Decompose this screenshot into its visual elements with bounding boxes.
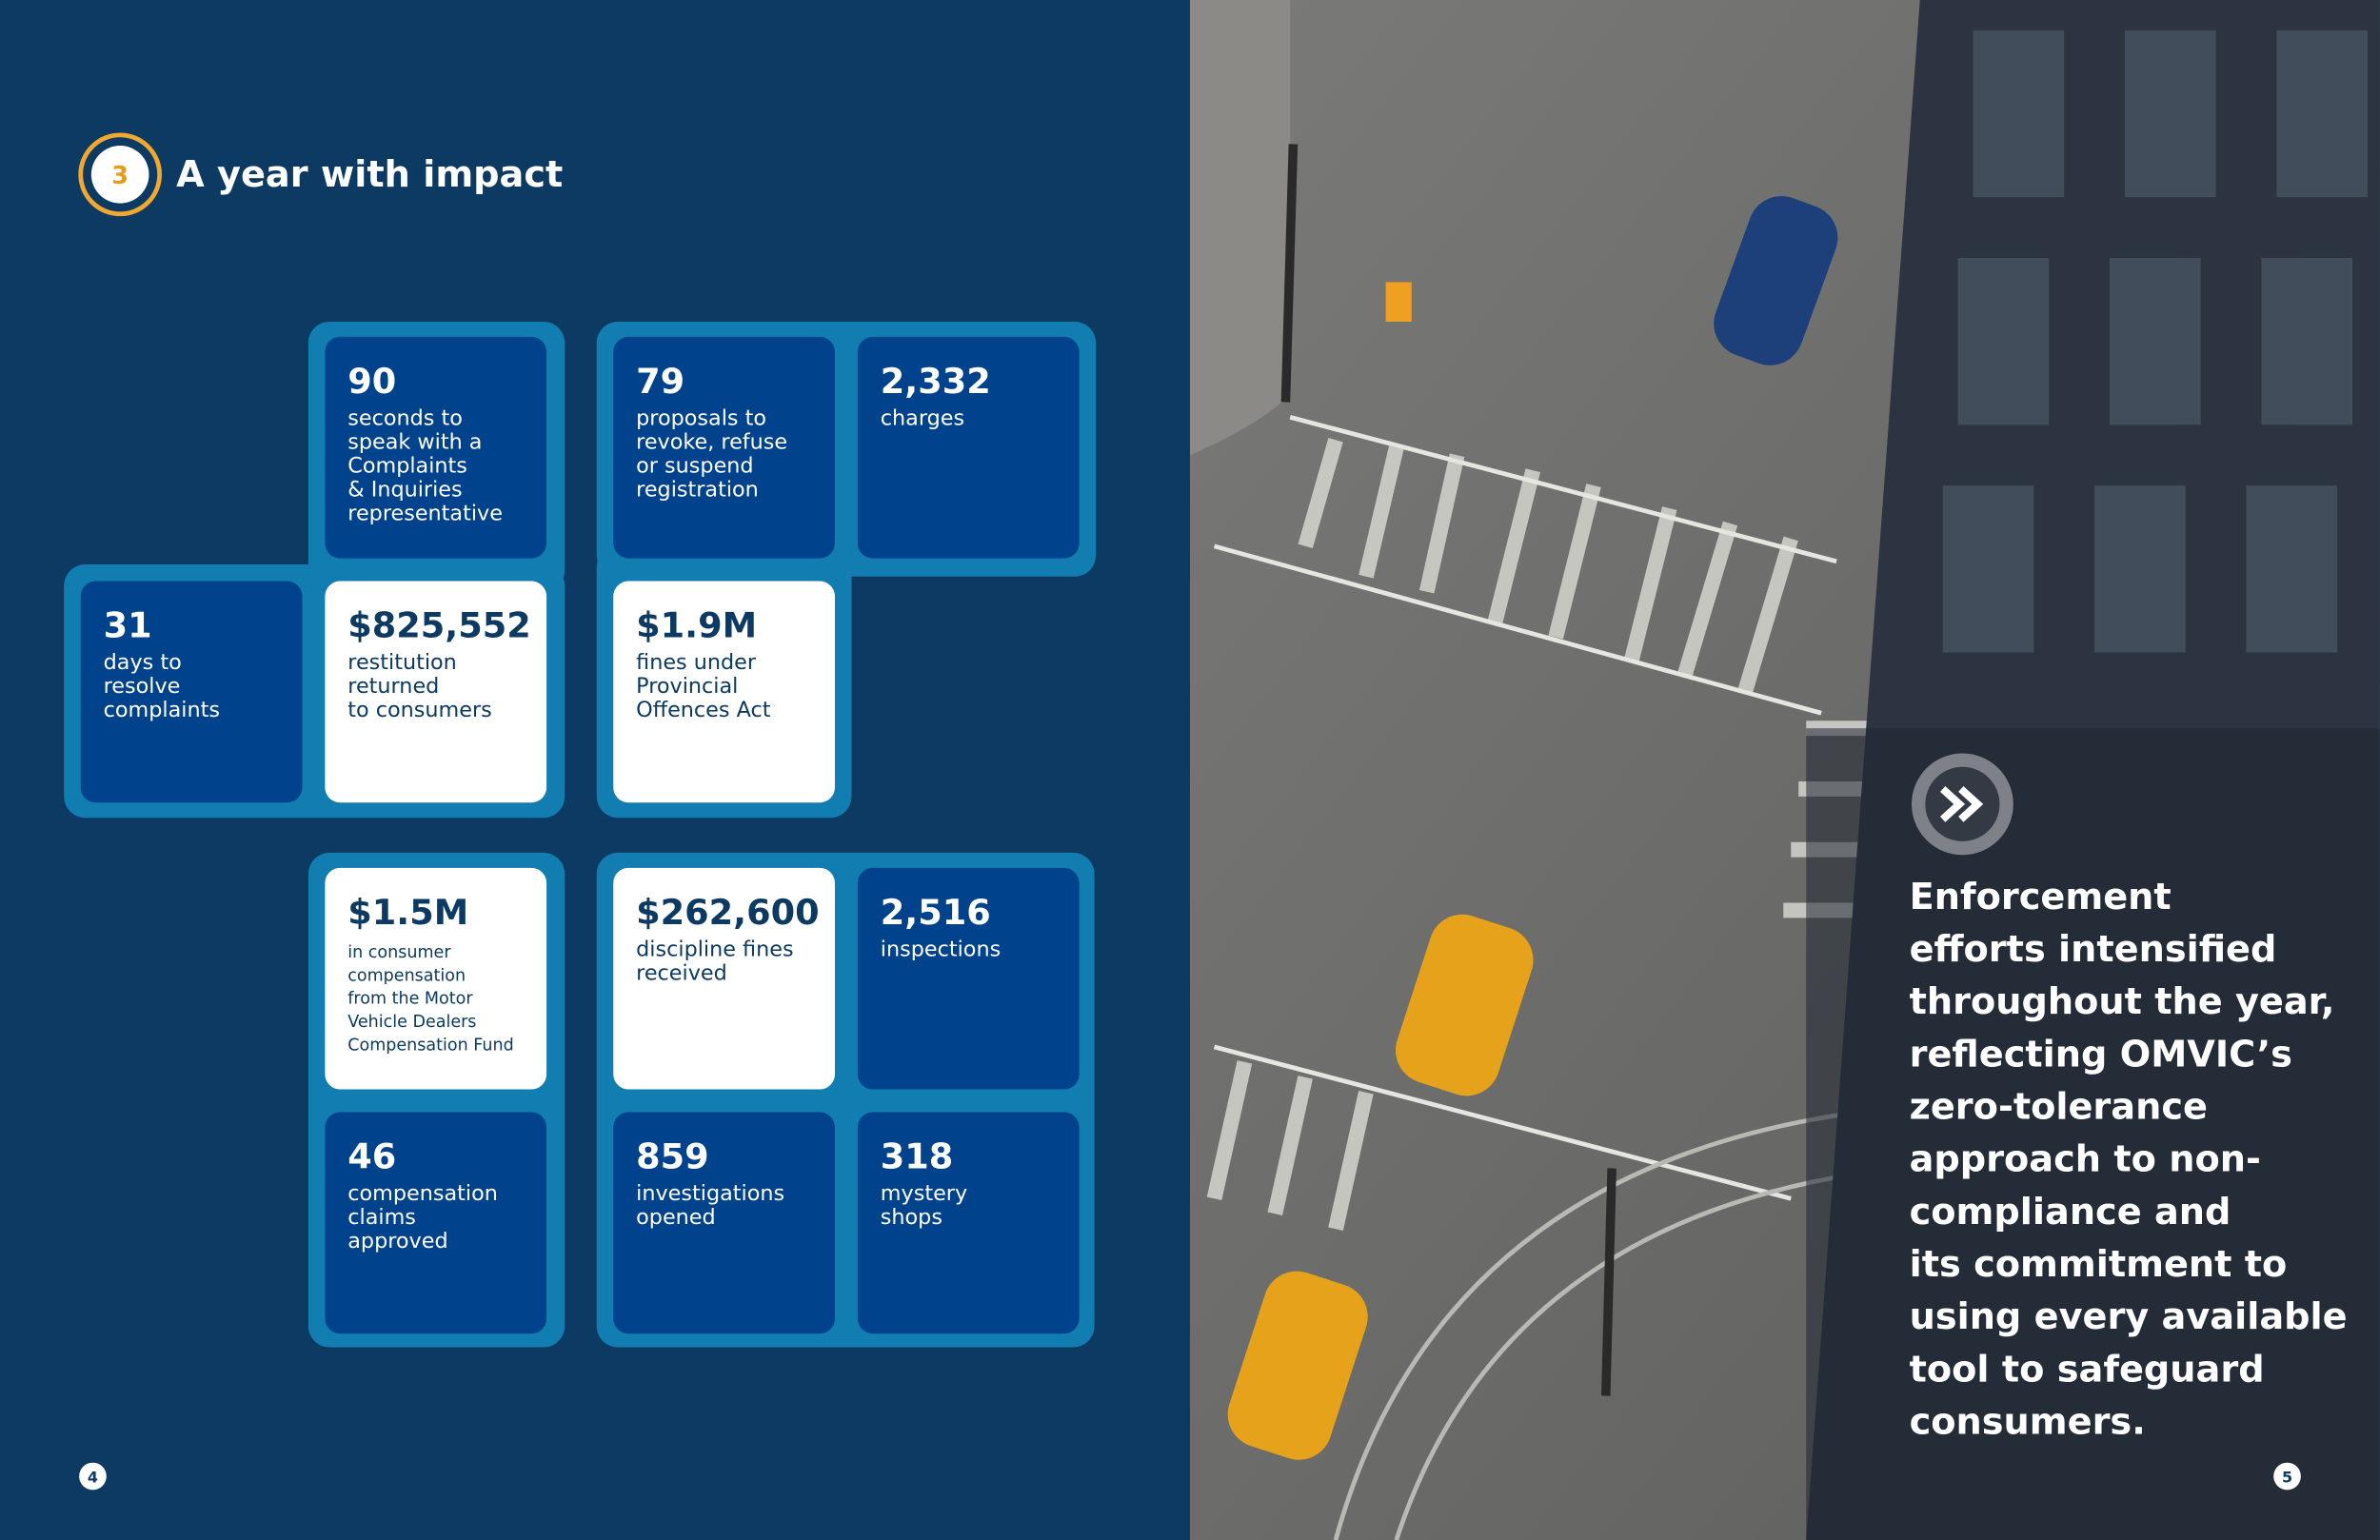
stat-label: inspections — [881, 937, 1001, 961]
stat-label: days to — [104, 650, 182, 675]
stat-value: $825,552 — [347, 605, 530, 646]
stat-label: charges — [881, 405, 964, 430]
stat-label: to consumers — [347, 698, 491, 722]
stat-label: approved — [347, 1229, 447, 1254]
page-marker — [79, 1462, 107, 1491]
tile-bg — [857, 1112, 1080, 1334]
stat-label: compensation — [347, 966, 466, 985]
photo — [1190, 0, 2380, 1540]
tile-bg — [80, 581, 303, 803]
stat-value: 90 — [347, 361, 396, 402]
page-marker — [2273, 1462, 2301, 1491]
stat-label: Complaints — [347, 453, 467, 478]
tile-bg — [613, 336, 835, 559]
stat-value: 859 — [636, 1135, 709, 1176]
stat-tile: 2,516 inspections — [857, 867, 1080, 1090]
tile-bg — [325, 1112, 547, 1334]
tile-bg — [613, 1112, 835, 1334]
quote-line: approach to non- — [1910, 1138, 2261, 1181]
tile-bg — [325, 581, 547, 803]
stat-label: restitution — [347, 650, 457, 675]
tile-bg — [325, 336, 547, 559]
tile-bg — [857, 336, 1080, 559]
stat-value: 2,332 — [881, 361, 991, 402]
stat-label: seconds to — [347, 405, 463, 430]
page-number: 5 — [2282, 1468, 2292, 1486]
quote-line: using every available — [1910, 1295, 2348, 1338]
tile-bg — [857, 867, 1080, 1090]
stat-label: resolve — [104, 674, 181, 699]
stat-label: proposals to — [636, 405, 766, 430]
stat-tile: 2,332 charges — [857, 336, 1080, 559]
stat-label: opened — [636, 1205, 716, 1230]
quote-line: reflecting OMVIC’s — [1910, 1033, 2292, 1076]
stat-label: from the Motor — [347, 990, 473, 1009]
stat-value: 318 — [881, 1135, 954, 1176]
stat-label: revoke, refuse — [636, 429, 787, 454]
stat-label: or suspend — [636, 453, 753, 478]
stat-label: investigations — [636, 1181, 784, 1206]
stat-label: & Inquiries — [347, 477, 462, 502]
quote-line: its commitment to — [1910, 1243, 2288, 1286]
title: A year with impact — [176, 153, 563, 196]
stat-value: $1.9M — [636, 605, 757, 646]
stat-label: fines under — [636, 650, 757, 675]
stat-label: registration — [636, 477, 759, 502]
stat-label: speak with a — [347, 429, 482, 454]
stat-value: $262,600 — [636, 892, 819, 933]
stat-label: shops — [881, 1205, 942, 1230]
stat-label: Offences Act — [636, 698, 771, 722]
quote-line: zero-tolerance — [1910, 1085, 2208, 1128]
quote-line: compliance and — [1910, 1191, 2231, 1234]
stat-label: discipline fines — [636, 937, 793, 961]
stat-label: claims — [347, 1205, 416, 1230]
stat-label: mystery — [881, 1181, 967, 1206]
stat-value: 31 — [104, 605, 152, 646]
stat-value: $1.5M — [347, 892, 468, 933]
badge-inner — [90, 146, 149, 204]
stat-label: Vehicle Dealers — [347, 1013, 476, 1032]
stat-value: 46 — [347, 1135, 396, 1176]
badge-number: 3 — [111, 162, 129, 190]
tile-bg — [613, 581, 835, 803]
stat-tile: $1.5M in consumer compensation from the Mot… — [325, 867, 547, 1090]
stat-label: compensation — [347, 1181, 498, 1206]
stat-label: complaints — [104, 698, 220, 722]
tile-bg — [325, 867, 547, 1090]
stat-value: 79 — [636, 361, 684, 402]
quote-line: throughout the year, — [1910, 980, 2335, 1023]
stat-label: in consumer — [347, 943, 451, 962]
stat-value: 2,516 — [881, 892, 991, 933]
stat-label: received — [636, 960, 727, 985]
stat-label: returned — [347, 674, 439, 699]
quote-line: tool to safeguard — [1910, 1348, 2265, 1391]
stat-label: Compensation Fund — [347, 1036, 513, 1055]
stat-label: representative — [347, 501, 503, 525]
quote-line: Enforcement — [1910, 876, 2172, 918]
page-number: 4 — [88, 1468, 98, 1486]
tile-bg — [613, 867, 835, 1090]
quote-line: consumers. — [1910, 1400, 2146, 1443]
stat-label: Provincial — [636, 674, 738, 699]
quote-line: efforts intensified — [1910, 928, 2277, 971]
